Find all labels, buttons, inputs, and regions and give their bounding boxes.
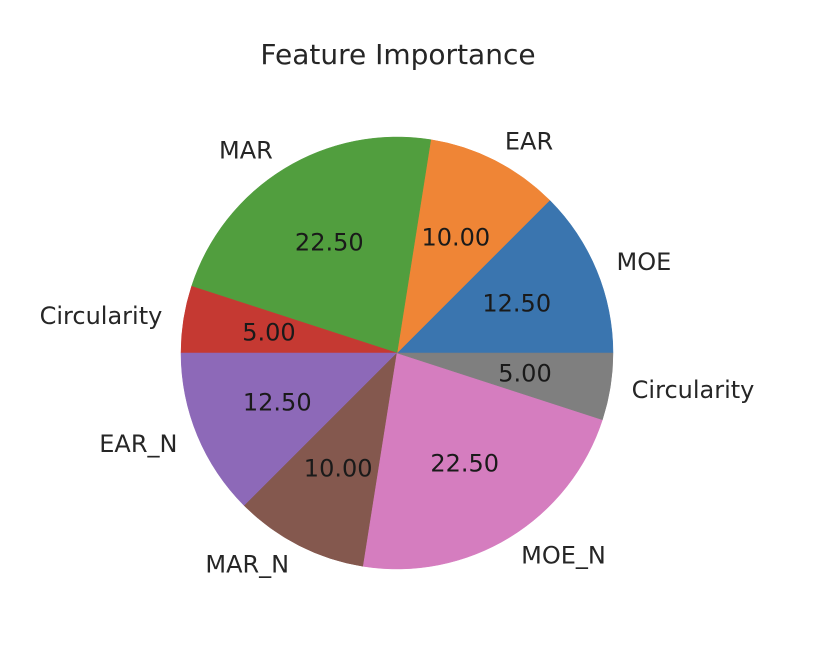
slice-category-label: MAR bbox=[219, 136, 273, 164]
pie-slice-ear-1 bbox=[396, 139, 551, 354]
slice-category-label: EAR bbox=[505, 127, 553, 155]
pie-slice-mar-2 bbox=[191, 136, 432, 354]
pie-category-labels: MOE EAR MAR Circularity EAR_N MAR_N MOE_N Circu… bbox=[40, 127, 755, 578]
slice-value-label: 10.00 bbox=[304, 454, 373, 482]
slice-value-label: 12.50 bbox=[482, 289, 551, 317]
pie-slice-circularity-7 bbox=[396, 352, 614, 421]
pie-slice-moe-0 bbox=[396, 199, 614, 354]
slice-category-label: MOE bbox=[617, 248, 672, 276]
slice-value-label: 10.00 bbox=[421, 224, 490, 252]
slice-category-label: MOE_N bbox=[521, 542, 606, 570]
slice-category-label: EAR_N bbox=[99, 430, 177, 458]
slice-value-label: 22.50 bbox=[295, 228, 364, 256]
pie-slices bbox=[180, 136, 614, 570]
slice-value-label: 5.00 bbox=[242, 319, 295, 347]
slice-category-label: Circularity bbox=[40, 302, 163, 330]
slice-value-label: 22.50 bbox=[430, 450, 499, 478]
pie-slice-mar-n-5 bbox=[243, 352, 398, 567]
chart-title: Feature Importance bbox=[260, 38, 536, 71]
pie-slice-moe-n-6 bbox=[362, 352, 603, 570]
pie-value-labels: 12.50 10.00 22.50 5.00 12.50 10.00 22.50 5.00 bbox=[242, 224, 551, 483]
slice-value-label: 12.50 bbox=[243, 389, 312, 417]
slice-value-label: 5.00 bbox=[498, 359, 551, 387]
slice-category-label: Circularity bbox=[632, 376, 755, 404]
slice-category-label: MAR_N bbox=[205, 551, 289, 579]
pie-slice-ear-n-4 bbox=[180, 352, 398, 507]
